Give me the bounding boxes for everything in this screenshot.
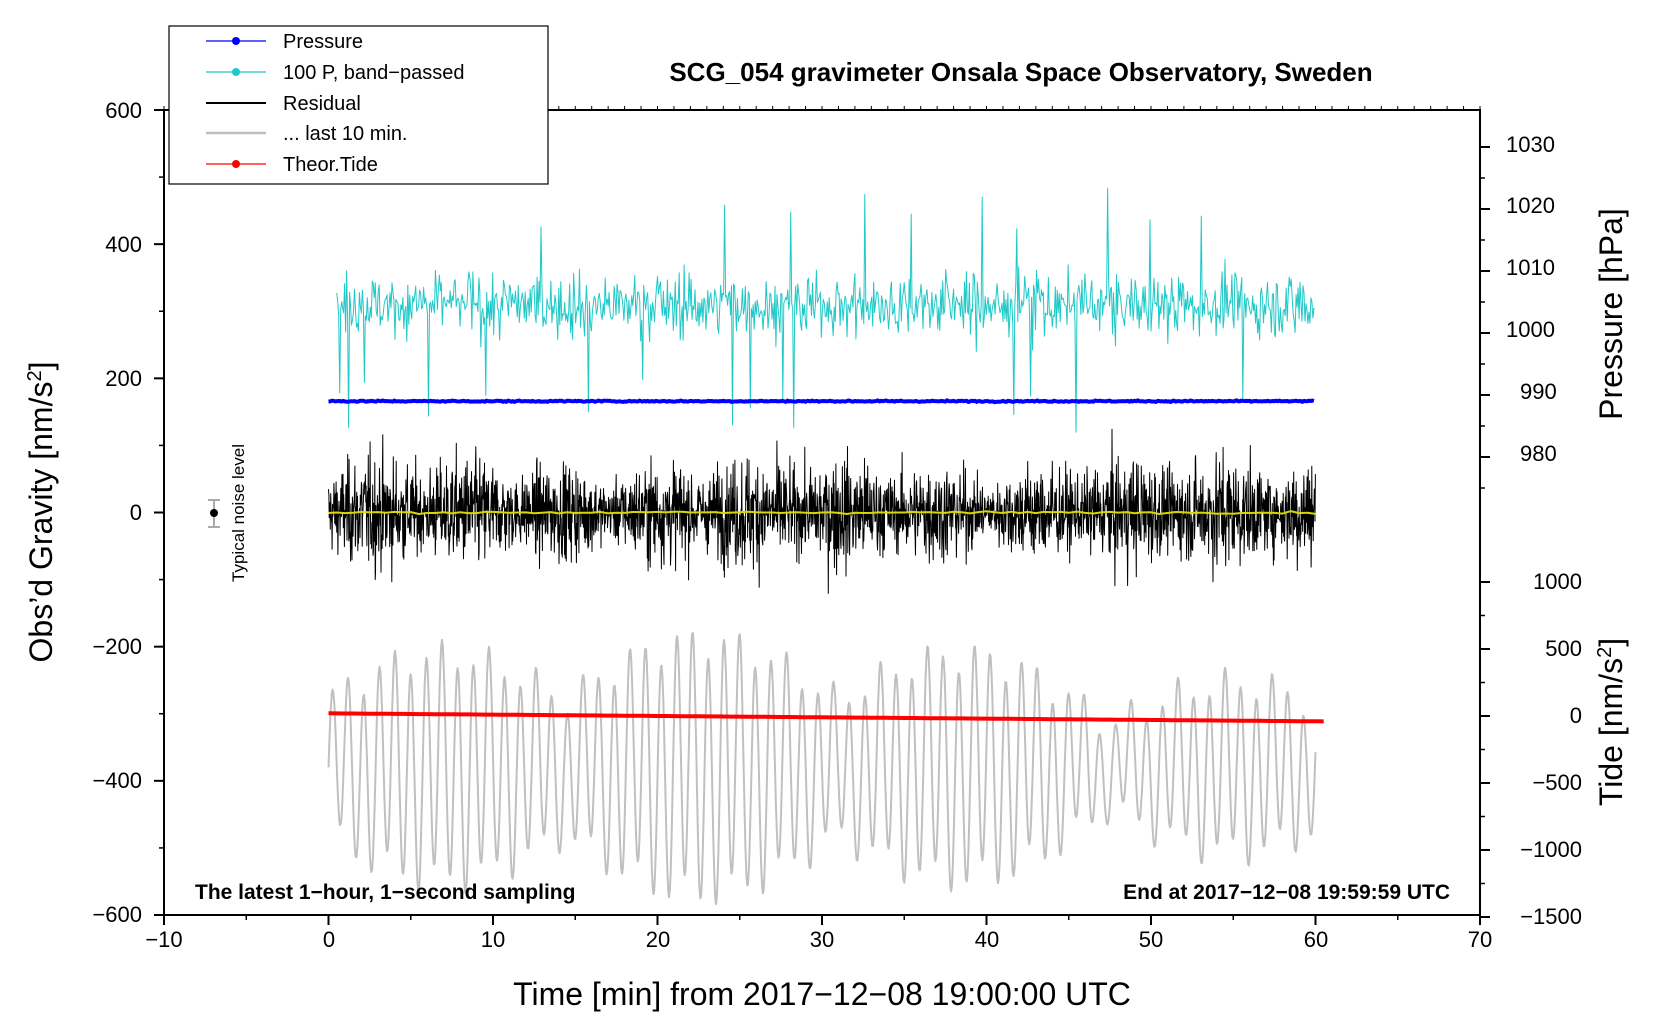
x-tick-label: 40 bbox=[975, 927, 999, 952]
residual-line bbox=[328, 428, 1316, 594]
tide-tick-label: 0 bbox=[1570, 703, 1582, 728]
band-passed-pressure-series bbox=[336, 187, 1316, 433]
residual-mean-line bbox=[328, 510, 1316, 515]
left-y-tick-labels: 600 400 200 0 −200 −400 −600 bbox=[92, 98, 142, 927]
y-tick-label: −200 bbox=[92, 634, 142, 659]
last-10-min-line bbox=[327, 632, 1317, 906]
y-tick-label: 200 bbox=[105, 366, 142, 391]
noise-level-indicator: Typical noise level bbox=[208, 444, 248, 582]
legend-marker-theor-tide bbox=[232, 160, 240, 168]
y-tick-label: 600 bbox=[105, 98, 142, 123]
legend-entry-band-passed: 100 P, band−passed bbox=[206, 62, 464, 84]
axis-ticks bbox=[154, 106, 1490, 925]
x-tick-labels: −10 0 10 20 30 40 50 60 70 bbox=[145, 927, 1492, 952]
legend-label-band-passed: 100 P, band−passed bbox=[283, 62, 464, 84]
legend-entry-pressure: Pressure bbox=[206, 31, 363, 53]
legend-label-theor-tide: Theor.Tide bbox=[283, 154, 378, 176]
x-tick-label: 50 bbox=[1139, 927, 1163, 952]
tide-tick-label: −500 bbox=[1532, 770, 1582, 795]
legend-entry-residual: Residual bbox=[206, 93, 361, 115]
band-passed-line bbox=[336, 187, 1316, 433]
tide-tick-label: −1500 bbox=[1520, 904, 1582, 929]
legend-box bbox=[168, 25, 549, 185]
legend-label-residual: Residual bbox=[283, 93, 361, 115]
legend: Pressure 100 P, band−passed Residual ...… bbox=[168, 25, 549, 185]
tide-tick-label: 1000 bbox=[1533, 569, 1582, 594]
pressure-tick-label: 1000 bbox=[1506, 317, 1555, 342]
x-tick-label: 10 bbox=[481, 927, 505, 952]
x-tick-label: 30 bbox=[810, 927, 834, 952]
pressure-axis-title: Pressure [hPa] bbox=[1593, 208, 1629, 420]
pressure-tick-label: 1010 bbox=[1506, 255, 1555, 280]
pressure-tick-label: 990 bbox=[1520, 379, 1557, 404]
legend-entry-theor-tide: Theor.Tide bbox=[206, 154, 378, 176]
noise-level-dot bbox=[210, 509, 218, 517]
legend-entry-last-10-min: ... last 10 min. bbox=[206, 123, 408, 145]
theoretical-tide-series bbox=[328, 711, 1324, 724]
noise-level-label: Typical noise level bbox=[229, 444, 248, 582]
y-tick-label: −600 bbox=[92, 902, 142, 927]
x-axis-title: Time [min] from 2017−12−08 19:00:00 UTC bbox=[513, 976, 1131, 1012]
tide-tick-label: 500 bbox=[1545, 636, 1582, 661]
tide-axis-title: Tide [nm/s2] bbox=[1593, 638, 1629, 806]
chart-title: SCG_054 gravimeter Onsala Space Observat… bbox=[669, 57, 1372, 87]
x-tick-label: 70 bbox=[1468, 927, 1492, 952]
legend-label-last-10-min: ... last 10 min. bbox=[283, 123, 408, 145]
y-tick-label: −400 bbox=[92, 768, 142, 793]
y-tick-label: 400 bbox=[105, 232, 142, 257]
last-10-min-series bbox=[327, 632, 1317, 906]
pressure-tick-label: 1020 bbox=[1506, 193, 1555, 218]
pressure-tick-label: 1030 bbox=[1506, 132, 1555, 157]
x-tick-label: −10 bbox=[145, 927, 182, 952]
pressure-tick-label: 980 bbox=[1520, 441, 1557, 466]
theor-tide-line bbox=[328, 711, 1324, 724]
x-tick-label: 0 bbox=[323, 927, 335, 952]
legend-marker-band-passed bbox=[232, 68, 240, 76]
legend-marker-pressure bbox=[232, 37, 240, 45]
end-time-note: End at 2017−12−08 19:59:59 UTC bbox=[1123, 881, 1450, 904]
left-y-axis-title: Obs’d Gravity [nm/s2] bbox=[23, 362, 59, 663]
y-tick-label: 0 bbox=[130, 500, 142, 525]
pressure-tick-labels: 1030 1020 1010 1000 990 980 bbox=[1506, 132, 1557, 466]
pressure-series bbox=[328, 398, 1315, 405]
residual-mean-series bbox=[328, 510, 1316, 515]
legend-label-pressure: Pressure bbox=[283, 31, 363, 53]
tide-tick-labels: 1000 500 0 −500 −1000 −1500 bbox=[1520, 569, 1582, 929]
residual-series bbox=[328, 428, 1316, 594]
x-tick-label: 20 bbox=[646, 927, 670, 952]
pressure-line bbox=[328, 398, 1315, 405]
sampling-note: The latest 1−hour, 1−second sampling bbox=[195, 881, 575, 904]
x-tick-label: 60 bbox=[1304, 927, 1328, 952]
tide-tick-label: −1000 bbox=[1520, 837, 1582, 862]
